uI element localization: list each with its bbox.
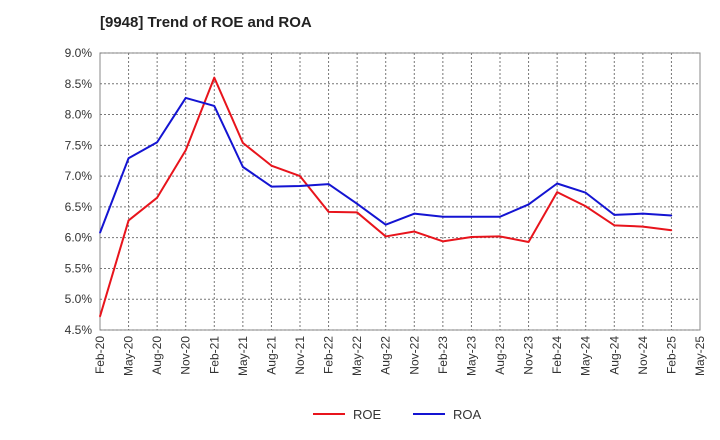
data-point-roa xyxy=(499,215,501,218)
data-point-roe xyxy=(556,191,558,193)
data-point-roa xyxy=(613,214,616,216)
data-point-roa xyxy=(184,97,187,99)
legend-label-roe: ROE xyxy=(353,407,382,422)
x-axis-ticks: Feb-20 May-20 Aug-20 Nov-20 Feb-21 May-21 Aug-… xyxy=(93,336,707,376)
x-tick-label: Aug-21 xyxy=(264,336,278,375)
y-tick-label: 6.5% xyxy=(65,200,93,214)
data-point-roe xyxy=(442,240,444,243)
x-tick-label: Aug-24 xyxy=(607,336,621,375)
data-point-roe xyxy=(242,142,244,144)
x-tick-label: Nov-24 xyxy=(636,336,650,375)
x-tick-label: Aug-20 xyxy=(150,336,164,375)
data-point-roe xyxy=(299,175,301,177)
data-point-roe xyxy=(156,196,158,199)
data-point-roe xyxy=(584,205,587,208)
data-point-roa xyxy=(356,203,358,205)
data-point-roa xyxy=(527,203,530,206)
y-tick-label: 8.5% xyxy=(65,77,93,91)
data-point-roa xyxy=(242,166,244,168)
y-tick-label: 5.0% xyxy=(65,292,93,306)
data-point-roe xyxy=(499,235,501,238)
x-tick-label: May-20 xyxy=(122,336,136,376)
legend: ROE ROA xyxy=(313,407,482,422)
data-point-roe xyxy=(127,219,130,222)
data-point-roa xyxy=(270,185,273,188)
data-point-roa xyxy=(442,215,444,218)
data-point-roa xyxy=(156,141,158,144)
data-point-roa xyxy=(584,191,587,194)
data-point-roe xyxy=(527,241,530,243)
data-point-roe xyxy=(99,315,101,318)
data-point-roe xyxy=(356,211,358,214)
x-tick-label: May-24 xyxy=(579,336,593,376)
data-point-roa xyxy=(127,157,130,160)
x-tick-label: Nov-22 xyxy=(407,336,421,375)
x-tick-label: Feb-24 xyxy=(550,336,564,374)
data-point-roa xyxy=(642,212,644,215)
x-tick-label: Feb-21 xyxy=(207,336,221,374)
data-point-roe xyxy=(413,230,416,233)
x-tick-label: Feb-20 xyxy=(93,336,107,374)
plot-area xyxy=(99,52,701,331)
data-point-roa xyxy=(99,231,101,234)
data-point-roe xyxy=(184,149,187,152)
y-tick-label: 4.5% xyxy=(65,323,93,337)
data-point-roa xyxy=(327,183,330,185)
data-point-roe xyxy=(327,211,330,213)
x-tick-label: Aug-22 xyxy=(379,336,393,375)
x-tick-label: Nov-21 xyxy=(293,336,307,375)
x-tick-label: Feb-22 xyxy=(322,336,336,374)
data-point-roa xyxy=(413,212,416,215)
data-point-roe xyxy=(470,236,473,238)
data-point-roe xyxy=(384,235,387,238)
y-tick-label: 5.5% xyxy=(65,261,93,275)
y-tick-label: 9.0% xyxy=(65,46,93,60)
y-tick-label: 7.0% xyxy=(65,169,93,183)
data-point-roa xyxy=(670,214,673,217)
data-point-roe xyxy=(642,225,644,228)
series-lines xyxy=(99,76,673,318)
y-tick-label: 8.0% xyxy=(65,108,93,122)
x-tick-label: May-23 xyxy=(464,336,478,376)
y-tick-label: 7.5% xyxy=(65,138,93,152)
data-point-roe xyxy=(670,229,673,232)
data-point-roa xyxy=(213,105,216,107)
data-point-roe xyxy=(270,164,273,167)
data-point-roe xyxy=(613,224,616,227)
grid-lines xyxy=(100,52,700,331)
y-axis-ticks: 4.5% 5.0% 5.5% 6.0% 6.5% 7.0% 7.5% 8.0% 8.5% 9.0% xyxy=(65,46,93,337)
x-tick-label: Nov-20 xyxy=(179,336,193,375)
x-tick-label: Feb-23 xyxy=(436,336,450,374)
data-point-roe xyxy=(213,76,216,79)
data-point-roa xyxy=(384,223,387,226)
x-tick-label: May-22 xyxy=(350,336,364,376)
data-point-roa xyxy=(470,215,473,218)
x-tick-label: Aug-23 xyxy=(493,336,507,375)
chart-title: [9948] Trend of ROE and ROA xyxy=(100,14,312,31)
x-tick-label: Nov-23 xyxy=(522,336,536,375)
data-point-roa xyxy=(299,185,301,187)
x-tick-label: Feb-25 xyxy=(664,336,678,374)
x-tick-label: May-21 xyxy=(236,336,250,376)
data-point-roa xyxy=(556,182,558,185)
x-tick-label: May-25 xyxy=(693,336,707,376)
y-tick-label: 6.0% xyxy=(65,231,93,245)
legend-label-roa: ROA xyxy=(453,407,482,422)
